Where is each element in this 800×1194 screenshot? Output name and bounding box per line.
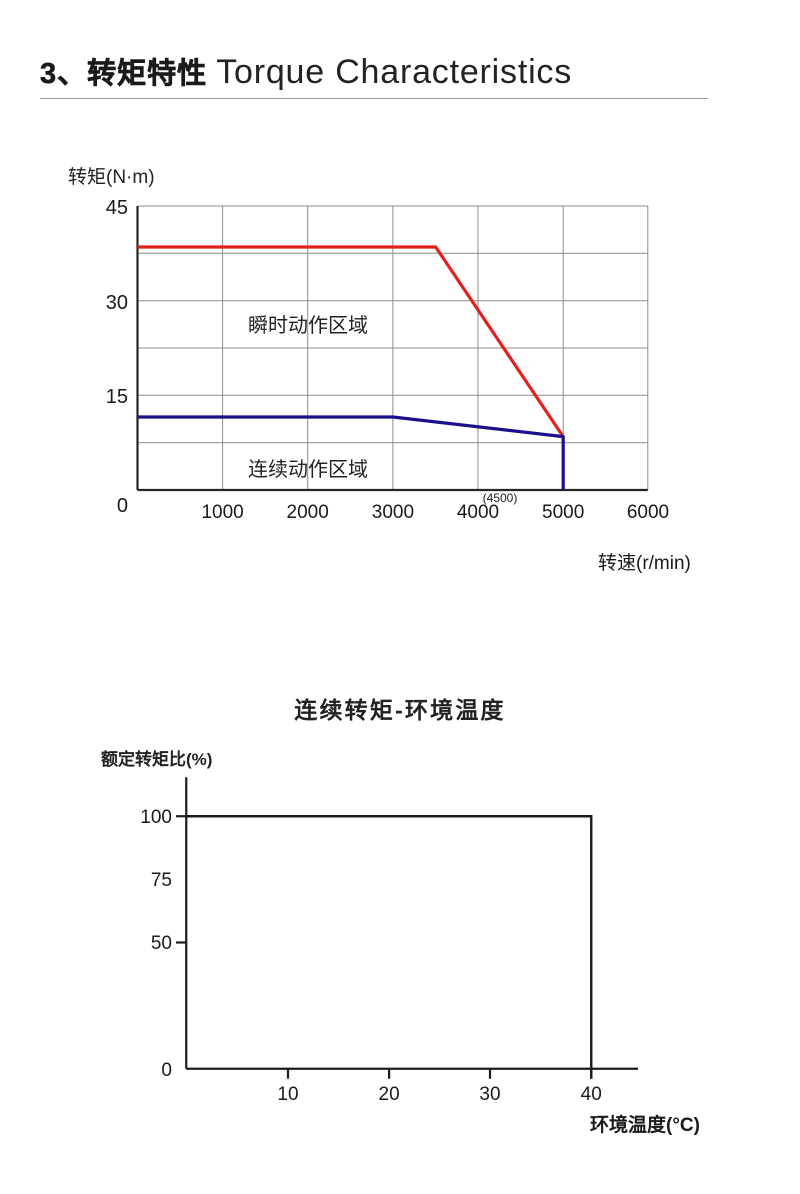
svg-text:45: 45 — [106, 197, 128, 219]
svg-text:1000: 1000 — [201, 502, 243, 523]
svg-text:3000: 3000 — [372, 502, 414, 523]
svg-text:15: 15 — [106, 386, 128, 408]
svg-text:75: 75 — [151, 870, 172, 891]
svg-text:0: 0 — [161, 1060, 172, 1081]
svg-text:连续动作区域: 连续动作区域 — [248, 458, 368, 481]
svg-text:6000: 6000 — [627, 502, 669, 523]
svg-text:2000: 2000 — [287, 502, 329, 523]
svg-text:(4500): (4500) — [483, 491, 518, 505]
svg-text:50: 50 — [151, 933, 172, 954]
svg-text:4000: 4000 — [457, 502, 499, 523]
svg-text:20: 20 — [379, 1084, 400, 1105]
svg-text:100: 100 — [140, 807, 172, 828]
svg-text:瞬时动作区域: 瞬时动作区域 — [248, 314, 368, 337]
svg-text:30: 30 — [106, 292, 128, 314]
svg-text:30: 30 — [479, 1084, 500, 1105]
svg-text:10: 10 — [277, 1084, 298, 1105]
svg-text:5000: 5000 — [542, 502, 584, 523]
svg-text:0: 0 — [117, 495, 128, 517]
svg-text:40: 40 — [581, 1084, 602, 1105]
